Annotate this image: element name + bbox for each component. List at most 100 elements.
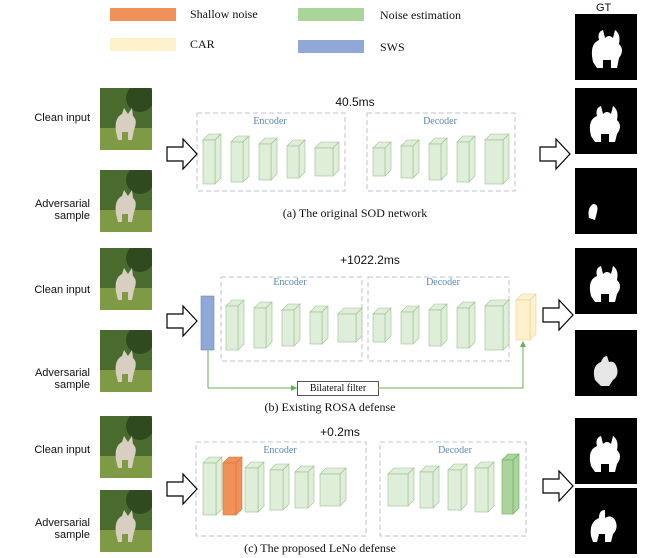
noise-estimation-swatch xyxy=(298,8,364,21)
output-arrow-a xyxy=(539,137,571,171)
timing-c: +0.2ms xyxy=(320,425,360,439)
sws-label: SWS xyxy=(380,40,405,54)
caption-b: (b) Existing ROSA defense xyxy=(264,400,396,414)
decoder-c-block-2-side xyxy=(432,465,440,509)
encoder-b-block-2-side xyxy=(265,301,273,349)
adversarial-image-b xyxy=(100,330,152,392)
decoder-b-block-5-side xyxy=(502,299,510,351)
decoder-b-block-1-side xyxy=(384,307,392,343)
shallow-noise-block-c-side xyxy=(235,456,243,516)
output-clean-mask-c xyxy=(575,418,637,484)
encoder-b-block-1 xyxy=(225,305,239,351)
decoder-a-block-2 xyxy=(400,145,414,179)
encoder-b-block-5-side xyxy=(355,307,363,343)
decoder-c-block-3 xyxy=(447,469,462,511)
encoder-label-c: Encoder xyxy=(263,445,297,456)
encoder-b-block-4-side xyxy=(321,305,329,345)
encoder-a-block-2-side xyxy=(242,135,250,183)
encoder-a-block-4 xyxy=(286,145,300,179)
encoder-a-block-2 xyxy=(230,141,244,183)
encoder-a-block-3 xyxy=(258,143,272,181)
caption-c: (c) The proposed LeNo defense xyxy=(244,541,396,555)
decoder-b-block-1 xyxy=(372,313,386,343)
adversarial-sample-label-a: Adversarial sample xyxy=(34,198,90,222)
sws-block-b xyxy=(200,295,215,351)
encoder-box-b xyxy=(220,276,363,362)
clean-input-label-c: Clean input xyxy=(34,444,90,456)
encoder-a-block-1 xyxy=(202,139,216,185)
car-swatch xyxy=(110,38,176,51)
decoder-c-block-4 xyxy=(474,467,489,513)
adversarial-image-a xyxy=(100,170,152,232)
car-block-b-side xyxy=(529,293,537,341)
decoder-label-a: Decoder xyxy=(423,116,457,127)
decoder-b-block-4-side xyxy=(468,301,476,349)
input-arrow-c xyxy=(166,472,198,506)
decoder-label-c: Decoder xyxy=(438,445,472,456)
caption-a: (a) The original SOD network xyxy=(282,206,428,220)
encoder-c-block-1 xyxy=(202,462,217,516)
encoder-b-block-2 xyxy=(253,307,267,349)
gt-label: GT xyxy=(596,2,612,14)
encoder-label-b: Encoder xyxy=(273,277,307,288)
encoder-c-block-5 xyxy=(319,473,341,507)
decoder-b-block-2-side xyxy=(412,305,420,345)
decoder-c-block-1-side xyxy=(407,467,415,507)
decoder-a-block-1-side xyxy=(384,141,392,177)
encoder-c-block-2-side xyxy=(257,461,265,513)
encoder-c-block-3-side xyxy=(282,463,290,511)
encoder-b-block-1-side xyxy=(237,299,245,351)
decoder-b-block-5 xyxy=(484,305,504,351)
encoder-label-a: Encoder xyxy=(253,116,287,127)
output-arrow-b xyxy=(542,298,574,332)
decoder-box-b xyxy=(367,276,510,362)
bypass-line-right xyxy=(378,345,524,389)
encoder-c-block-5-side xyxy=(339,467,347,507)
output-arrow-c xyxy=(542,469,574,503)
adversarial-sample-label-b: Adversarial sample xyxy=(34,367,90,391)
decoder-c-block-2 xyxy=(419,471,434,509)
encoder-c-block-3 xyxy=(269,469,284,511)
timing-a: 40.5ms xyxy=(335,95,375,109)
clean-input-label-b: Clean input xyxy=(34,284,90,296)
bypass-arrowhead-right xyxy=(520,341,526,347)
clean-input-image-a xyxy=(100,88,152,150)
encoder-a-block-5 xyxy=(314,147,334,177)
bypass-arrowhead-left xyxy=(291,385,297,391)
encoder-a-block-3-side xyxy=(270,137,278,181)
output-adversarial-mask-c xyxy=(575,488,637,554)
car-label: CAR xyxy=(190,37,215,51)
encoder-b-block-3 xyxy=(281,309,295,347)
adversarial-image-c xyxy=(100,490,152,552)
decoder-a-block-4 xyxy=(456,141,470,183)
sws-swatch xyxy=(298,40,364,53)
output-adversarial-mask-a xyxy=(575,168,637,234)
noise-estimation-block-c xyxy=(501,459,514,515)
bilateral-filter-label: Bilateral filter xyxy=(309,383,367,394)
output-clean-mask-b xyxy=(575,248,637,314)
output-adversarial-mask-b xyxy=(575,330,637,396)
clean-input-label-a: Clean input xyxy=(34,112,90,124)
decoder-box-c xyxy=(379,441,527,537)
encoder-a-block-1-side xyxy=(214,133,222,185)
noise-estimation-block-c-side xyxy=(512,453,520,515)
decoder-b-block-3 xyxy=(428,309,442,347)
encoder-a-block-5-side xyxy=(332,141,340,177)
clean-input-image-b xyxy=(100,248,152,310)
decoder-c-block-1 xyxy=(387,473,409,507)
decoder-b-block-4 xyxy=(456,307,470,349)
encoder-b-block-4 xyxy=(309,311,323,345)
input-arrow-b xyxy=(166,304,198,338)
noise-estimation-label: Noise estimation xyxy=(380,8,461,22)
input-arrow-a xyxy=(166,137,198,171)
encoder-box-a xyxy=(196,112,346,192)
gt-mask xyxy=(575,14,637,80)
decoder-a-block-2-side xyxy=(412,139,420,179)
decoder-c-block-4-side xyxy=(487,461,495,513)
decoder-a-block-5-side xyxy=(502,133,510,185)
encoder-b-block-5 xyxy=(337,313,357,343)
bypass-line-left xyxy=(207,350,297,389)
timing-b: +1022.2ms xyxy=(340,253,400,267)
encoder-c-block-4 xyxy=(294,471,309,509)
